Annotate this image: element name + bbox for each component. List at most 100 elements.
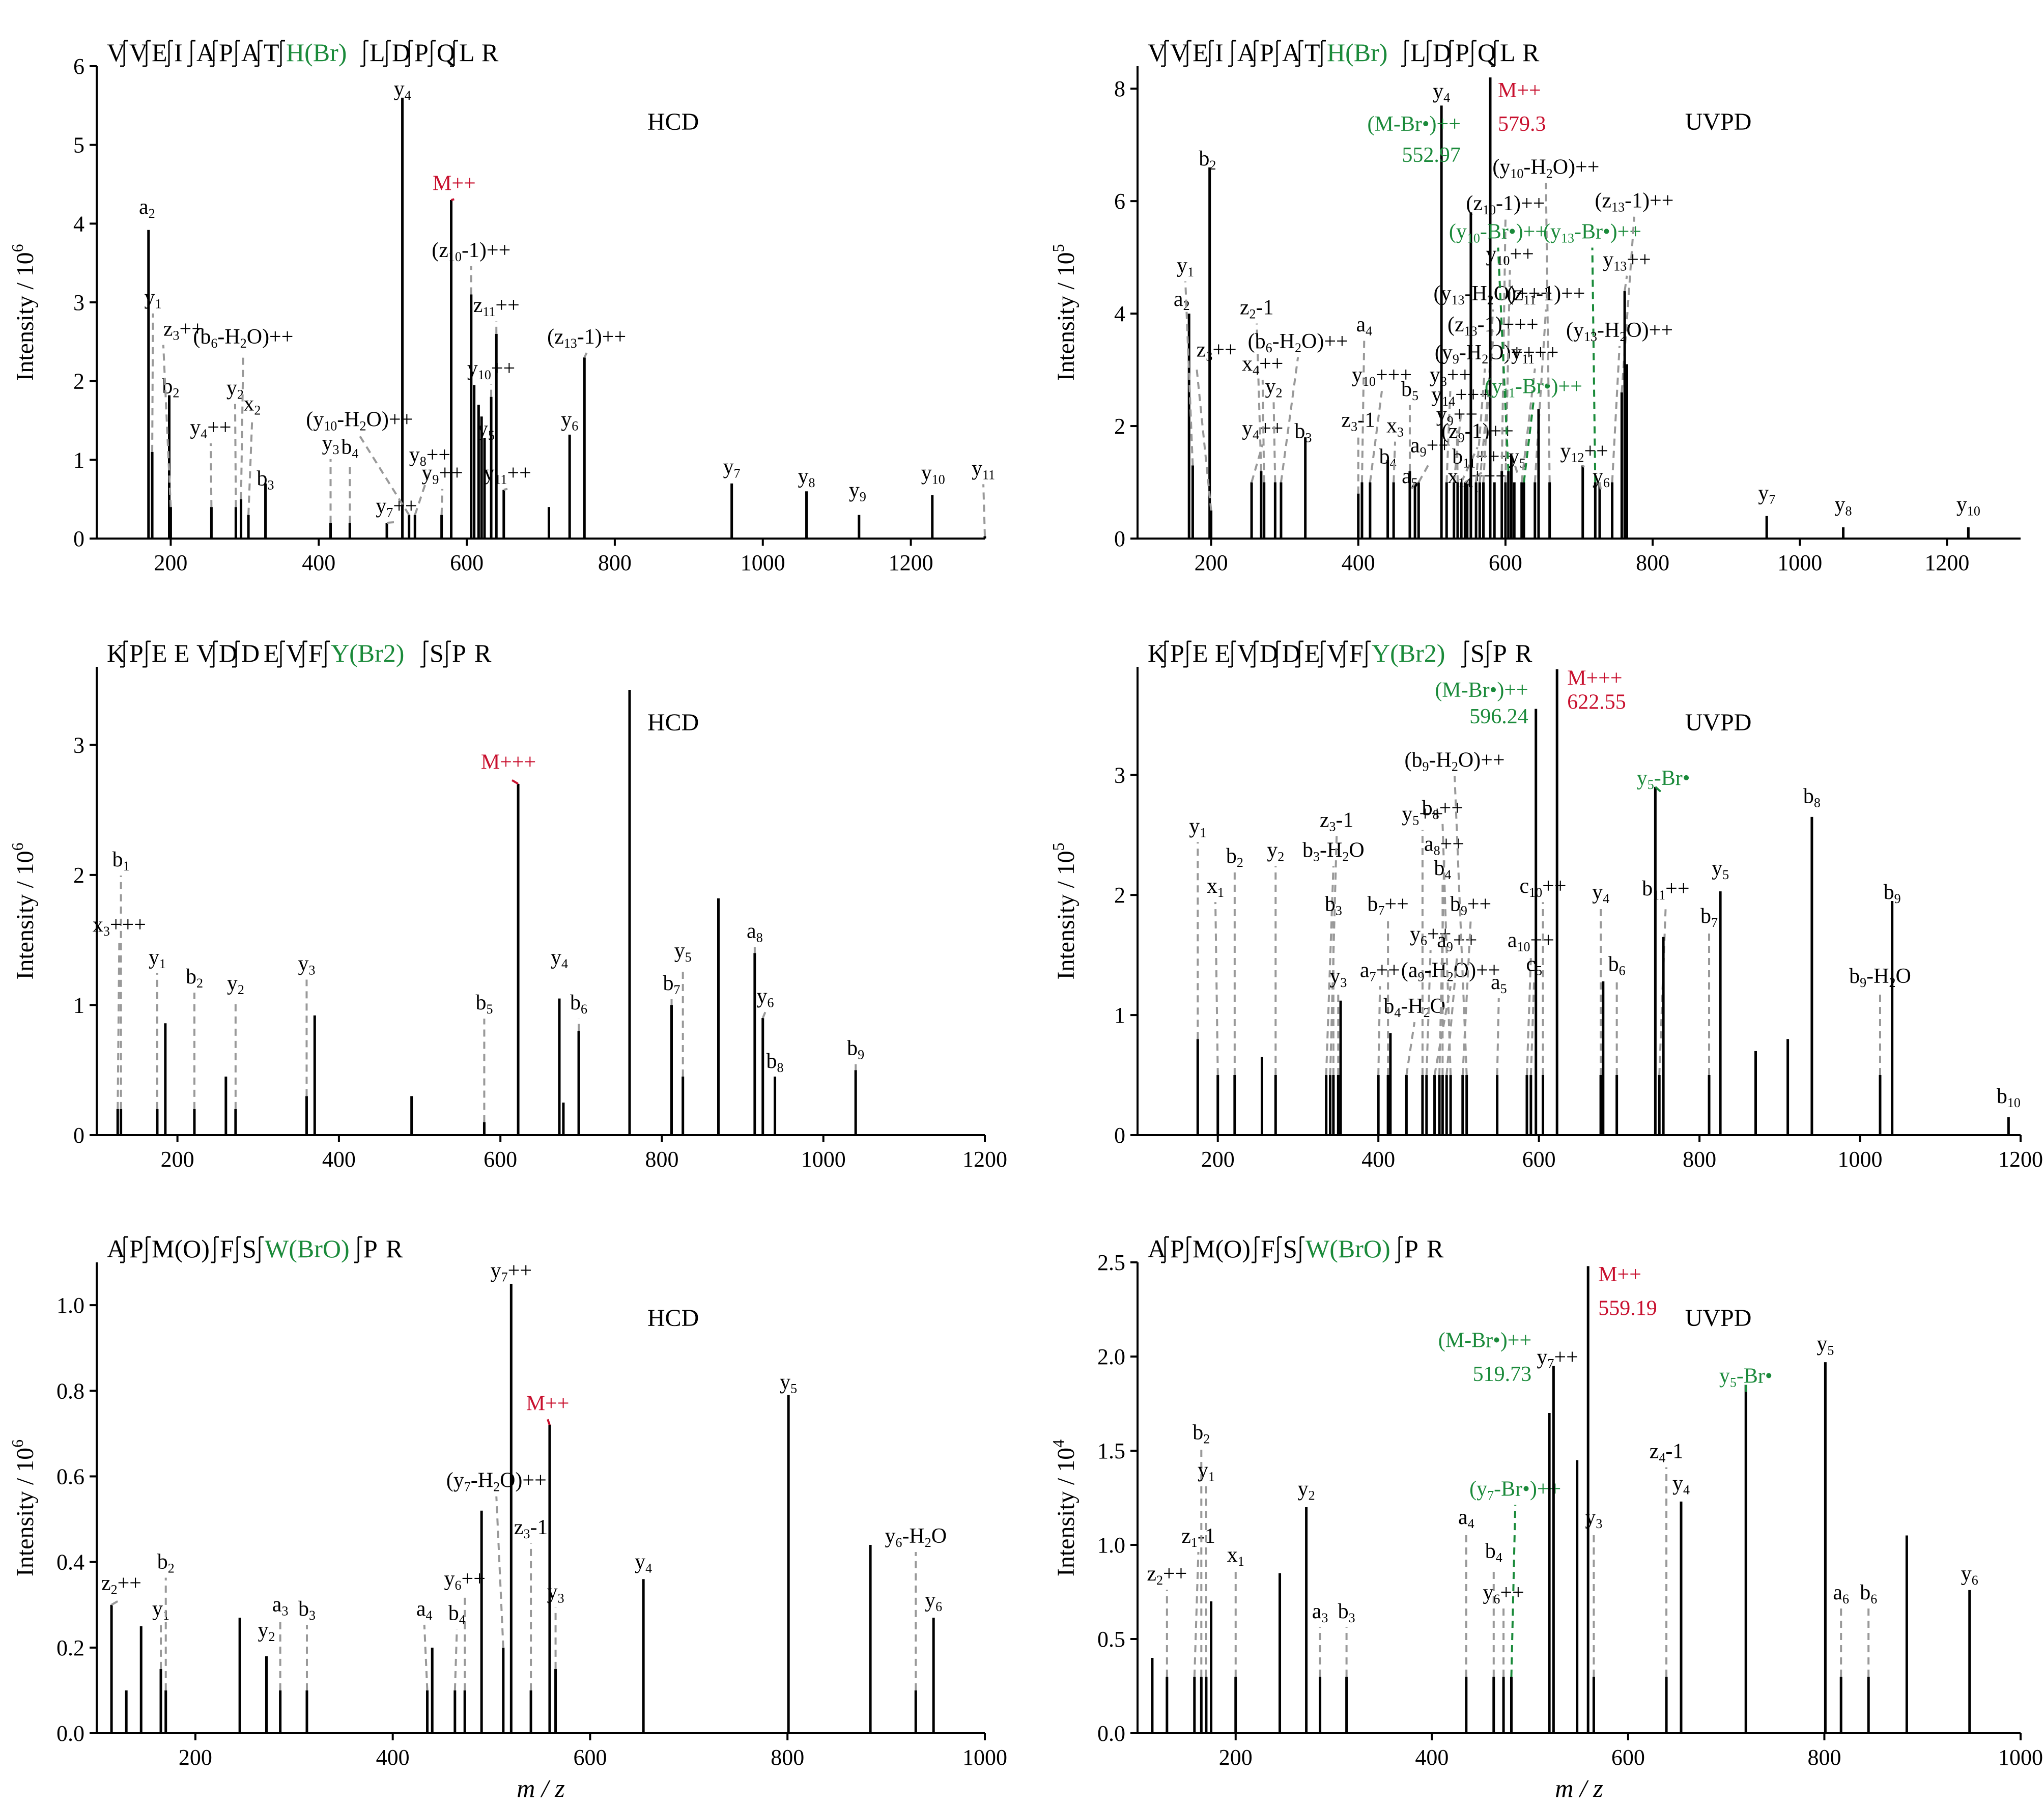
peak-guide-line (453, 1629, 458, 1690)
peak-label: b6 (1608, 953, 1626, 978)
peak-label: (z13-1)++ (1595, 189, 1673, 215)
x-tick-label: 600 (450, 550, 484, 575)
peak-label: x1 (1227, 1543, 1244, 1569)
sequence-residue: E (174, 639, 190, 667)
peak-label: a2 (139, 195, 155, 221)
cleavage-mark (1274, 1236, 1282, 1263)
peak-label: z11++ (473, 294, 520, 319)
x-tick-label: 800 (645, 1147, 678, 1172)
peak-label: y9++ (1436, 403, 1478, 429)
peak-label: b2 (1226, 844, 1243, 870)
cleavage-mark (1296, 1236, 1304, 1263)
cleavage-mark (1362, 640, 1371, 668)
peak-label: y10 (921, 462, 945, 487)
peak-guide-line (1405, 1022, 1416, 1076)
cleavage-mark (443, 640, 451, 668)
y-tick-label: 0.8 (56, 1378, 84, 1403)
peak-label: a7++ (1360, 958, 1400, 984)
peak-guide-line (358, 435, 410, 516)
sequence-residue: I (174, 38, 183, 67)
precursor-annotation: M++ (1598, 1263, 1641, 1286)
sequence-residue: P (1170, 639, 1184, 667)
cleavage-mark (277, 40, 285, 67)
x-tick-label: 200 (179, 1745, 212, 1770)
x-tick-label: 400 (1415, 1745, 1449, 1770)
peak-guide-line (1251, 444, 1264, 483)
peak-label: y1 (1189, 814, 1206, 840)
peak-label: (b9-H2O)++ (1405, 749, 1505, 774)
peak-label: y3 (1585, 1506, 1602, 1531)
peak-label: y4 (1592, 881, 1609, 906)
peak-label: y6 (1593, 465, 1610, 490)
peak-guide-line (1184, 281, 1194, 466)
sequence-residue: Q (437, 38, 455, 67)
x-tick-label: 1000 (1998, 1745, 2043, 1770)
peak-label: c10++ (1520, 874, 1567, 900)
peak-label: y11 (972, 457, 995, 482)
peak-guide-line (1460, 446, 1479, 483)
peak-guide-line (1655, 786, 1664, 795)
peak-guide-line (982, 484, 986, 537)
sequence-residue: E (1193, 639, 1208, 667)
peak-label: (z10-1)++ (432, 239, 510, 264)
peak-guide-line (1325, 866, 1335, 1076)
sequence-residue: D (1260, 639, 1278, 667)
y-tick-label: 2.0 (1097, 1344, 1125, 1369)
cleavage-mark (211, 1236, 219, 1263)
peak-guide-line (1445, 956, 1458, 1076)
sequence-residue: R (386, 1234, 403, 1263)
peak-label: z3++ (163, 318, 204, 343)
x-tick-label: 800 (771, 1745, 804, 1770)
cleavage-mark (354, 1236, 362, 1263)
peak-guide-line (451, 198, 455, 201)
peak-label: a5 (1402, 465, 1418, 490)
sequence-residue: E (1304, 639, 1320, 667)
y-axis-label: Intensity / 106 (8, 1440, 39, 1576)
peak-label: z3++ (1197, 338, 1237, 363)
sequence-residue: L (370, 38, 385, 67)
cleavage-mark (1228, 40, 1236, 67)
cleavage-mark (360, 40, 368, 67)
cleavage-mark (1251, 640, 1259, 668)
peak-label: a4 (1458, 1506, 1474, 1531)
x-tick-label: 400 (1361, 1147, 1395, 1172)
peak-guide-line (1466, 482, 1479, 493)
peak-label: y8++ (1430, 363, 1471, 389)
sequence-residue: P (1170, 1234, 1184, 1263)
y-tick-label: 1.5 (1097, 1438, 1125, 1463)
sequence-residue: I (1215, 38, 1224, 67)
peak-label: y13++ (1603, 248, 1651, 274)
peak-label: M++ (433, 172, 476, 195)
cleavage-mark (1295, 640, 1303, 668)
sequence-residue: P (1404, 1234, 1418, 1263)
sequence-residue: L (1500, 38, 1516, 67)
peak-label: y10 (1956, 493, 1980, 518)
peak-label: y2 (226, 377, 244, 402)
sequence-residue: K (107, 639, 125, 667)
peak-label: y1 (1177, 254, 1194, 279)
peak-guide-line (1441, 824, 1452, 1076)
y-tick-label: 4 (1114, 301, 1125, 326)
peak-guide-line (414, 470, 431, 516)
peak-label: b4-H2O (1383, 995, 1445, 1020)
sequence-residue: V (1170, 38, 1188, 67)
peak-guide-line (495, 1496, 504, 1648)
precursor-annotation: M+++ (1567, 666, 1622, 690)
peak-label: y14+++ (1431, 383, 1491, 409)
precursor-annotation: 559.19 (1598, 1297, 1657, 1320)
cleavage-mark (1161, 1236, 1169, 1263)
cleavage-mark (1318, 640, 1326, 668)
y-tick-label: 1 (73, 993, 84, 1018)
peak-label: a6 (1833, 1581, 1849, 1606)
peak-label: b7++ (1367, 893, 1408, 918)
cleavage-mark (143, 40, 151, 67)
peak-guide-line (1520, 368, 1536, 483)
x-tick-label: 1200 (1924, 550, 1969, 575)
peak-label: b5 (475, 991, 493, 1017)
peak-guide-line (1582, 464, 1585, 468)
peak-label: b2 (1199, 147, 1216, 173)
peak-label: y1 (152, 1597, 169, 1623)
x-tick-label: 1200 (962, 1147, 1007, 1172)
x-tick-label: 800 (598, 550, 632, 575)
peak-guide-line (1377, 986, 1381, 1076)
